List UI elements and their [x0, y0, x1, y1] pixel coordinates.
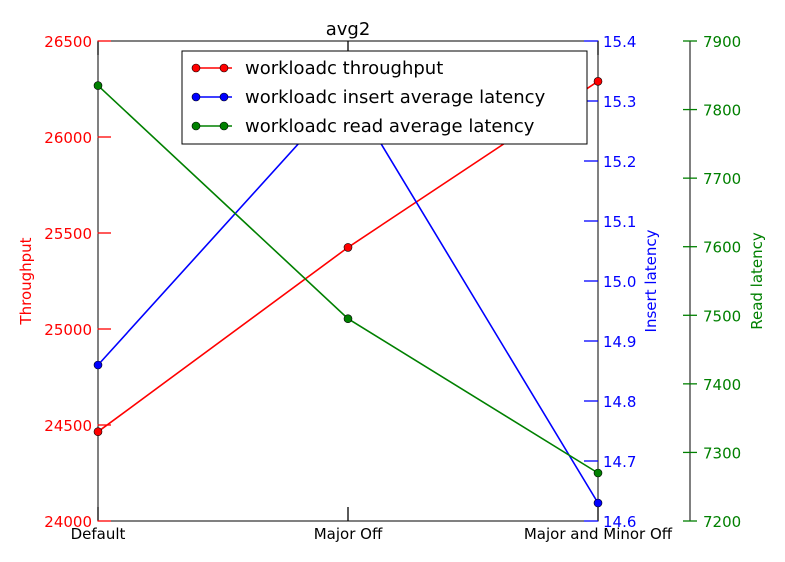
insert-latency-axis-label: Insert latency	[642, 229, 660, 332]
workloadc-read-average-latency-point	[343, 314, 353, 324]
workloadc-insert-average-latency-point	[93, 360, 103, 370]
insert-latency-tick-label: 14.9	[603, 333, 636, 351]
throughput-tick-label: 25500	[44, 225, 92, 243]
read-latency-tick-label: 7800	[703, 102, 741, 120]
workloadc-insert-average-latency-legend-marker	[191, 92, 201, 102]
throughput-tick-label: 24500	[44, 417, 92, 435]
workloadc-throughput-point	[343, 243, 353, 252]
legend: workloadc throughput workloadc insert ave…	[181, 50, 588, 145]
workloadc-throughput-point	[593, 77, 603, 86]
insert-latency-tick-label: 15.4	[603, 33, 636, 51]
x-tick-label-major-and-minor-off: Major and Minor Off	[524, 525, 673, 543]
insert-latency-tick-label: 15.3	[603, 93, 636, 111]
workloadc-insert-average-latency-legend-marker	[219, 92, 229, 102]
throughput-tick-label: 24000	[44, 513, 92, 531]
workloadc-throughput-legend-marker	[219, 63, 229, 73]
read-latency-axis-label: Read latency	[748, 232, 766, 330]
insert-latency-tick-label: 14.7	[603, 453, 636, 471]
throughput-axis-label: Throughput	[17, 237, 35, 325]
workloadc-throughput-legend-label: workloadc throughput	[245, 58, 443, 79]
throughput-tick-label: 25000	[44, 321, 92, 339]
chart-title: avg2	[326, 19, 371, 40]
workloadc-throughput-point	[93, 427, 103, 437]
insert-latency-tick-label: 15.1	[603, 213, 636, 231]
x-tick-label-major-off: Major Off	[314, 525, 383, 543]
read-latency-tick-label: 7500	[703, 307, 741, 325]
read-latency-tick-label: 7400	[703, 376, 741, 394]
throughput-tick-label: 26500	[44, 33, 92, 51]
insert-latency-tick-label: 15.2	[603, 153, 636, 171]
read-latency-tick-label: 7900	[703, 33, 741, 51]
workloadc-read-average-latency-legend-marker	[191, 121, 201, 131]
workloadc-insert-average-latency-point	[593, 498, 603, 508]
read-latency-tick-label: 7200	[703, 513, 741, 531]
workloadc-read-average-latency-point	[593, 468, 603, 478]
read-latency-axis: 7200 7300 7400 7500 7600 7700 7800 7900	[683, 33, 741, 531]
workloadc-read-average-latency-legend-label: workloadc read average latency	[245, 116, 535, 137]
insert-latency-tick-label: 15.0	[603, 273, 636, 291]
insert-latency-tick-label: 14.6	[603, 513, 636, 531]
x-axis: Default Major Off Major and Minor Off	[71, 41, 673, 543]
workloadc-read-average-latency-point	[93, 81, 103, 90]
read-latency-tick-label: 7700	[703, 170, 741, 188]
workloadc-insert-average-latency-legend-label: workloadc insert average latency	[245, 87, 546, 108]
read-latency-tick-label: 7600	[703, 239, 741, 257]
workloadc-throughput-legend-marker	[191, 63, 201, 73]
throughput-tick-label: 26000	[44, 129, 92, 147]
insert-latency-tick-label: 14.8	[603, 393, 636, 411]
read-latency-tick-label: 7300	[703, 444, 741, 462]
x-tick-label-default: Default	[71, 525, 126, 543]
workloadc-read-average-latency-legend-marker	[219, 121, 229, 131]
throughput-axis: 24000 24500 25000 25500 26000 26500	[44, 33, 111, 531]
legend-box	[181, 50, 588, 145]
insert-latency-axis: 14.6 14.7 14.8 14.9 15.0 15.1 15.2 15.3 15.4	[584, 33, 636, 531]
